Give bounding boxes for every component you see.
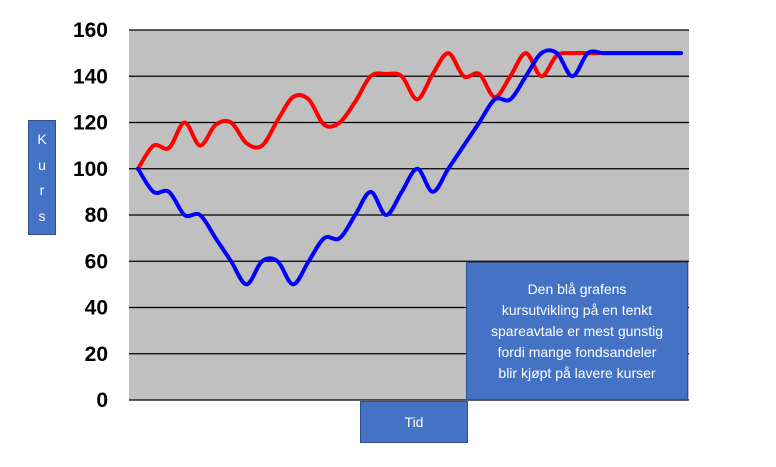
y-axis-label-letter-4: s [38, 207, 46, 224]
annotation-box: Den blå grafens kursutvikling på en tenk… [466, 262, 688, 400]
y-axis-label-letter-1: K [37, 131, 47, 148]
x-axis-label: Tid [360, 401, 468, 443]
y-tick-label: 80 [85, 204, 108, 227]
annotation-text: Den blå grafens kursutvikling på en tenk… [491, 279, 663, 384]
annotation-line-3: spareavtale er mest gunstig [491, 322, 663, 339]
y-tick-label: 60 [85, 250, 108, 273]
annotation-line-2: kursutvikling på en tenkt [501, 301, 653, 318]
series-layer [136, 48, 683, 287]
x-axis-label-text: Tid [404, 414, 424, 430]
y-axis-ticks: 0 20 40 60 80 100 120 140 160 [73, 19, 108, 412]
y-axis-label-letter-2: u [38, 156, 46, 173]
y-tick-label: 20 [85, 343, 108, 366]
y-axis-label-letter-3: r [39, 182, 45, 199]
y-tick-label: 160 [73, 19, 108, 42]
annotation-line-1: Den blå grafens [527, 280, 627, 297]
y-tick-label: 0 [96, 389, 108, 412]
grid-lines [129, 29, 689, 401]
y-tick-label: 40 [85, 297, 108, 320]
y-tick-label: 100 [73, 158, 108, 181]
y-axis-label: K u r s [28, 120, 56, 235]
y-tick-label: 120 [73, 112, 108, 135]
y-tick-label: 140 [73, 65, 108, 88]
annotation-line-4: fordi mange fondsandeler [497, 343, 657, 360]
blue-series-line [136, 48, 683, 287]
annotation-line-5: blir kjøpt på lavere kurser [498, 364, 656, 381]
